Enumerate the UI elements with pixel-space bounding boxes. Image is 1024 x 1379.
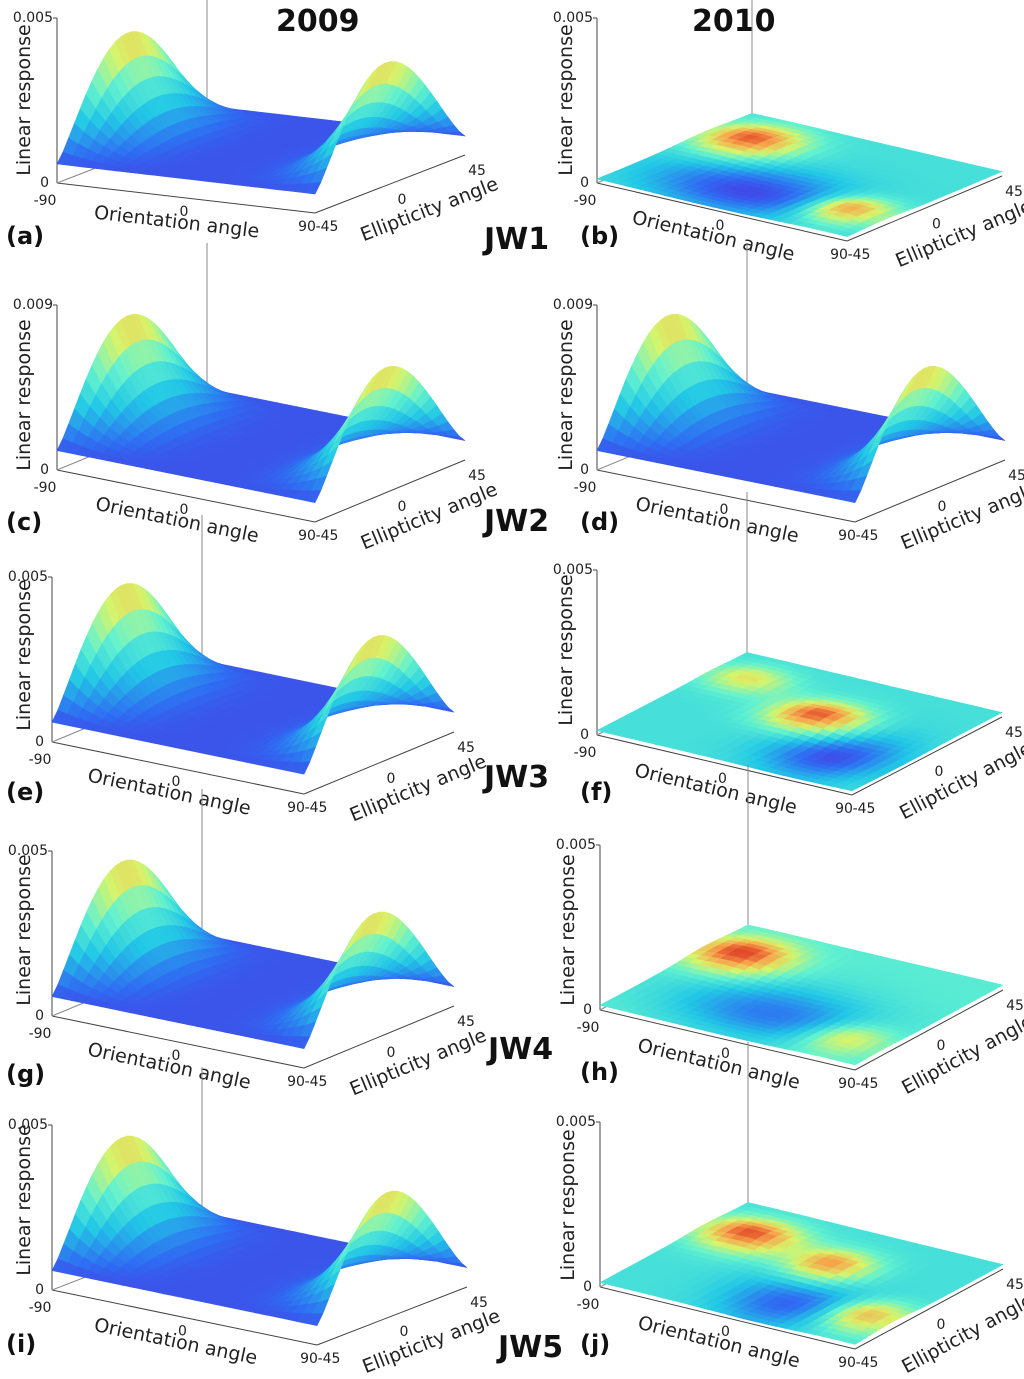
row-label-jw4: JW4	[488, 1032, 554, 1067]
y-tick-label: 45	[468, 163, 486, 179]
x-tick-label: 90	[287, 800, 305, 816]
column-header-2010: 2010	[692, 4, 776, 39]
z-tick-label: 0.009	[13, 297, 53, 313]
panel-letter: (g)	[6, 1060, 45, 1088]
y-axis-line	[314, 459, 466, 523]
panel-letter: (f)	[580, 778, 612, 806]
z-axis-title: Linear response	[13, 579, 35, 730]
y-tick-label: 45	[1005, 184, 1023, 200]
x-tick-label: -90	[574, 745, 597, 761]
z-axis-title: Linear response	[13, 854, 35, 1005]
y-tick-label: 0	[398, 499, 407, 515]
z-tick-label: 0	[35, 734, 44, 750]
y-tick-label: 0	[387, 771, 396, 787]
y-axis-title: Ellipticity angle	[357, 173, 501, 246]
surface-cell	[836, 231, 854, 237]
y-tick-label: -45	[316, 528, 339, 544]
y-tick-label: 0	[935, 764, 944, 780]
z-tick-label: 0.009	[553, 297, 593, 313]
x-tick-label: -90	[574, 193, 597, 209]
y-tick-label: 0	[398, 192, 407, 208]
panel-letter: (a)	[6, 222, 44, 250]
x-tick-label: -90	[29, 752, 52, 768]
row-label-jw1: JW1	[484, 222, 550, 257]
z-axis-title: Linear response	[555, 574, 577, 725]
x-tick-label: 90	[298, 219, 316, 235]
panel-letter: (e)	[6, 778, 44, 806]
z-axis-title: Linear response	[555, 24, 577, 175]
z-tick-label: 0	[35, 1008, 44, 1024]
z-tick-label: 0.005	[13, 10, 53, 26]
z-axis-title: Linear response	[555, 319, 577, 470]
y-tick-label: -45	[856, 528, 879, 544]
surface-mesh	[56, 313, 466, 503]
x-axis-title: Orientation angle	[93, 202, 260, 243]
x-tick-label: 90	[298, 528, 316, 544]
y-axis-line	[314, 154, 466, 214]
row-label-jw5: JW5	[498, 1330, 564, 1365]
panel-letter: (d)	[580, 508, 619, 536]
y-axis-title: Ellipticity angle	[898, 478, 1024, 554]
y-axis-title: Ellipticity angle	[358, 478, 501, 554]
x-axis-title: Orientation angle	[94, 493, 261, 547]
z-axis-title: Linear response	[13, 24, 35, 175]
y-tick-label: 45	[1005, 725, 1023, 741]
x-tick-label: -90	[34, 193, 57, 209]
z-tick-label: 0.005	[553, 10, 593, 26]
z-tick-label: 0	[40, 462, 49, 478]
x-axis-title: Orientation angle	[86, 1039, 253, 1094]
y-tick-label: 0	[387, 1045, 396, 1061]
surface-mesh	[596, 313, 1006, 503]
x-axis-line	[56, 469, 316, 523]
x-tick-label: 0	[180, 204, 189, 220]
z-tick-label: 0	[40, 175, 49, 191]
row-label-jw3: JW3	[484, 760, 550, 795]
y-tick-label: 0	[932, 217, 941, 233]
x-tick-label: -90	[574, 480, 597, 496]
x-axis-title: Orientation angle	[634, 493, 801, 547]
x-tick-label: -90	[29, 1026, 52, 1042]
surface-mesh	[51, 583, 455, 775]
z-tick-label: 0	[580, 727, 589, 743]
surface-cell	[304, 181, 322, 195]
y-tick-label: -45	[305, 1074, 328, 1090]
z-tick-label: 0	[580, 175, 589, 191]
panel-letter: (b)	[580, 222, 619, 250]
y-tick-label: -45	[853, 801, 876, 817]
x-tick-label: -90	[34, 480, 57, 496]
y-tick-label: -45	[305, 800, 328, 816]
y-axis-title: Ellipticity angle	[347, 1024, 490, 1100]
y-tick-label: -45	[316, 219, 339, 235]
surface-mesh	[596, 113, 1003, 237]
x-tick-label: 0	[716, 218, 725, 234]
x-axis-title: Orientation angle	[86, 765, 253, 820]
row-label-jw2: JW2	[484, 504, 550, 539]
x-tick-label: 90	[830, 247, 848, 263]
z-tick-label: 0	[580, 462, 589, 478]
x-axis-line	[596, 182, 848, 242]
panel-letter: (c)	[6, 508, 42, 536]
x-tick-label: 90	[838, 528, 856, 544]
column-header-2009: 2009	[276, 4, 360, 39]
panel-a: -90 0 90 -45 0 45 0 0.005 Orientation angle Ellip…	[6, 0, 501, 250]
y-tick-label: 0	[938, 499, 947, 515]
z-axis-title: Linear response	[13, 319, 35, 470]
x-axis-line	[56, 182, 316, 214]
x-tick-label: 90	[835, 801, 853, 817]
surface-mesh	[56, 31, 467, 195]
x-tick-label: 90	[287, 1074, 305, 1090]
y-axis-line	[846, 175, 1003, 242]
y-axis-title: Ellipticity angle	[347, 750, 490, 826]
y-tick-label: -45	[848, 247, 871, 263]
y-tick-label: 45	[1008, 468, 1024, 484]
surface-mesh	[51, 859, 455, 1049]
